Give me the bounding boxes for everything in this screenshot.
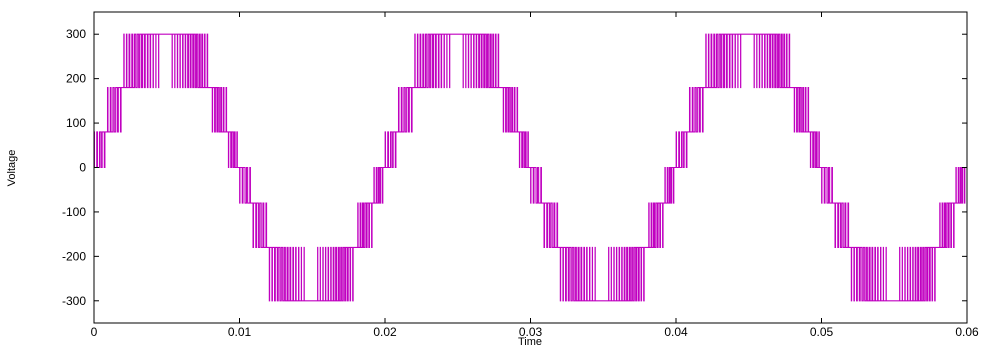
tick-layer: 0 0.01 0.02 0.03 0.04 0.05 0.06 300 200 100 0 -100 -…: [62, 12, 979, 339]
y-tick-label: -300: [62, 294, 86, 308]
y-tick-label: -100: [62, 205, 86, 219]
x-tick-label: 0.06: [955, 325, 979, 339]
y-tick-label: -200: [62, 249, 86, 263]
series-layer: [93, 33, 967, 302]
x-tick-label: 0.02: [373, 325, 397, 339]
x-tick-label: 0.05: [810, 325, 834, 339]
y-tick-label: 100: [66, 116, 86, 130]
y-axis-label: Voltage: [6, 150, 18, 187]
x-tick-label: 0.03: [519, 325, 543, 339]
y-tick-label: 300: [66, 27, 86, 41]
series-line-voltage: [93, 33, 967, 302]
x-tick-label: 0: [91, 325, 98, 339]
x-tick-label: 0.04: [664, 325, 688, 339]
x-tick-label: 0.01: [228, 325, 252, 339]
y-tick-label: 0: [79, 161, 86, 175]
x-axis-label: Time: [518, 336, 542, 347]
y-tick-label: 200: [66, 72, 86, 86]
